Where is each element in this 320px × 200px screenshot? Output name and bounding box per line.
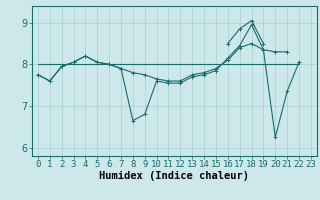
X-axis label: Humidex (Indice chaleur): Humidex (Indice chaleur) [100,171,249,181]
